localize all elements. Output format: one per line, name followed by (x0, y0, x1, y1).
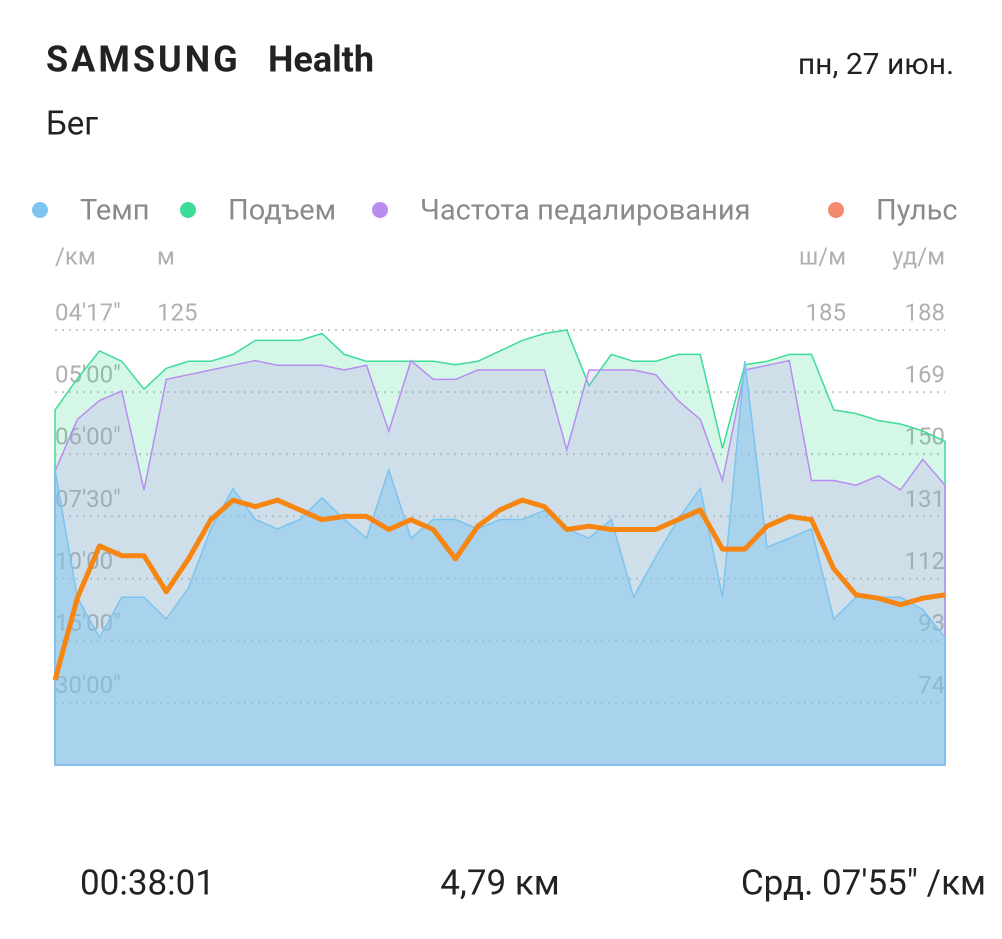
tick-label: 125 (157, 298, 197, 326)
tick-label: 74 (918, 671, 945, 699)
legend-label: Пульс (876, 194, 958, 228)
avg-pace: Срд. 07'55" /км (741, 862, 986, 903)
heart-rate-line (52, 497, 946, 681)
tick-label: 131 (905, 485, 945, 513)
legend-dot (372, 202, 388, 218)
tick-label: 30'00" (55, 671, 121, 699)
axis-unit: уд/м (892, 242, 945, 270)
tick-label: 185 (806, 298, 846, 326)
distance: 4,79 км (440, 862, 559, 903)
tick-label: 169 (905, 360, 945, 388)
tick-label: 112 (905, 547, 945, 575)
axis-unit: /км (55, 242, 96, 270)
activity: Бег (46, 105, 98, 144)
plot: Темп Подъем Частота педалирования Пульс/км 0… (32, 194, 958, 766)
series-area (54, 359, 946, 766)
tick-label: 04'17" (55, 298, 121, 326)
app-name: Health (268, 39, 374, 81)
tick-label: 07'30" (55, 485, 121, 513)
legend-label: Частота педалирования (420, 194, 751, 228)
axis-unit: ш/м (799, 242, 846, 270)
legend-label: Темп (80, 194, 150, 228)
legend-dot (32, 202, 48, 218)
duration: 00:38:01 (80, 862, 215, 903)
legend-dot (180, 202, 196, 218)
series-area (54, 361, 946, 766)
brand: SAMSUNG (46, 39, 241, 81)
legend-label: Подъем (228, 194, 336, 228)
axis-unit: м (157, 242, 175, 270)
series-area (54, 329, 946, 766)
tick-label: 188 (905, 298, 945, 326)
legend-dot (828, 202, 844, 218)
date: пн, 27 июн. (798, 47, 954, 82)
